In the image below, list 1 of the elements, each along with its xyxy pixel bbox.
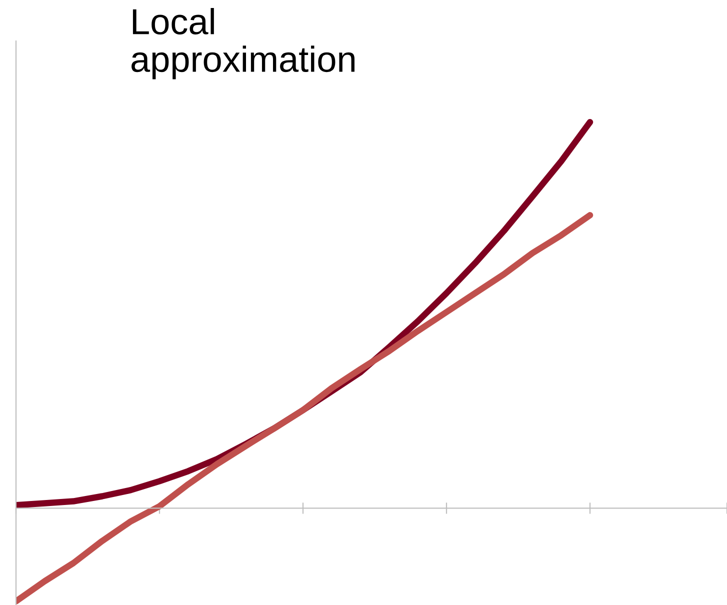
- chart-title: Local approximation: [132, 8, 354, 80]
